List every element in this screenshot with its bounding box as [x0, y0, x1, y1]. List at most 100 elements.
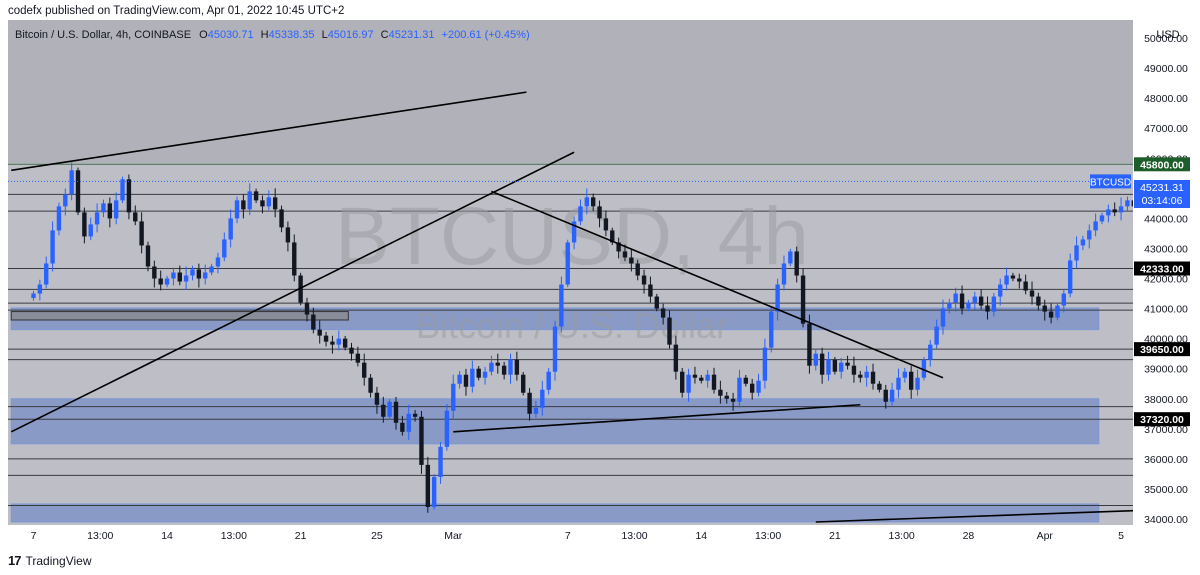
candle-body — [635, 263, 640, 276]
candle-body — [667, 317, 672, 345]
candle-body — [501, 365, 507, 375]
candle-body — [775, 284, 780, 312]
candle-body — [889, 389, 895, 402]
candle-body — [209, 266, 214, 273]
candle-body — [940, 308, 946, 327]
price-label-text: 39650.00 — [1140, 344, 1184, 356]
candle-body — [387, 401, 392, 417]
candle-body — [196, 269, 202, 279]
publisher-line: codefx published on TradingView.com, Apr… — [8, 5, 345, 17]
candle-body — [769, 311, 774, 348]
candle-body — [737, 377, 742, 402]
candle-body — [730, 398, 736, 402]
candle-body — [1010, 275, 1016, 279]
candle-body — [527, 392, 532, 414]
candle-body — [495, 362, 500, 366]
price-label-box — [1134, 157, 1190, 172]
candle-body — [1004, 275, 1009, 285]
candle-body — [959, 293, 965, 309]
candle-body — [985, 305, 990, 312]
candle-body — [56, 206, 62, 231]
candle-body — [349, 347, 354, 354]
legend-low: 45016.97 — [328, 29, 374, 41]
candle-body — [883, 389, 888, 402]
candle-body — [711, 374, 717, 390]
candle-body — [374, 392, 380, 405]
trendline-0 — [11, 91, 527, 172]
candle-body — [311, 314, 316, 330]
price-tick-label: 42000.00 — [1144, 274, 1188, 286]
price-tick-label: 36000.00 — [1144, 454, 1188, 466]
candle-body — [660, 308, 666, 318]
candle-body — [37, 284, 43, 294]
candle-body — [476, 368, 481, 378]
candle-body — [1087, 230, 1092, 240]
candle-body — [648, 284, 653, 297]
candle-body — [183, 275, 189, 282]
candle-body — [451, 383, 456, 411]
candle-body — [152, 266, 157, 279]
legend-change: +200.61 (+0.45%) — [442, 29, 530, 41]
candle-body — [381, 404, 386, 417]
time-tick-label: 28 — [963, 530, 975, 542]
candle-body — [641, 275, 647, 285]
candle-body — [1118, 206, 1124, 213]
candle-body — [253, 191, 259, 201]
candle-body — [412, 413, 418, 417]
candle-body — [1099, 215, 1105, 222]
candle-body — [425, 464, 431, 507]
time-tick-label: 13:00 — [755, 530, 781, 542]
price-axis[interactable] — [1133, 20, 1200, 550]
trendline-4 — [815, 509, 1153, 523]
price-chart[interactable]: BTCUSD, 4h Bitcoin / U.S. Dollar Bitcoin… — [0, 20, 1200, 550]
price-label-box — [1134, 412, 1190, 427]
time-tick-label: Apr — [1037, 530, 1054, 542]
candle-body — [705, 374, 710, 381]
candle-body — [858, 374, 863, 378]
legend: Bitcoin / U.S. Dollar, 4h, COINBASE O450… — [15, 29, 530, 41]
trendline-2 — [491, 190, 944, 379]
candle-body — [368, 377, 373, 393]
candle-body — [845, 362, 850, 366]
candle-body — [203, 272, 208, 279]
candle-body — [215, 257, 221, 267]
candle-body — [972, 296, 977, 303]
candle-body — [1029, 290, 1035, 297]
candle-body — [877, 383, 882, 390]
candle-body — [126, 179, 132, 213]
candle-body — [260, 200, 265, 207]
candle-body — [718, 389, 723, 396]
candle-body — [1112, 209, 1117, 213]
candle-body — [864, 371, 869, 378]
candle-body — [870, 371, 876, 384]
time-tick-label: 13:00 — [87, 530, 113, 542]
candle-body — [552, 326, 558, 372]
candle-body — [69, 170, 74, 195]
current-price-box — [1134, 180, 1190, 208]
price-label-text: 42333.00 — [1140, 264, 1184, 276]
candle-body — [1074, 245, 1079, 261]
candle-body — [1017, 278, 1022, 282]
candle-body — [31, 293, 36, 299]
chart-container[interactable]: BTCUSD, 4h Bitcoin / U.S. Dollar Bitcoin… — [0, 20, 1200, 550]
candle-body — [934, 326, 939, 345]
time-axis[interactable] — [0, 525, 1133, 550]
price-tick-label: 38000.00 — [1144, 394, 1188, 406]
candle-body — [94, 212, 100, 225]
time-tick-label: 7 — [31, 530, 37, 542]
candle-body — [317, 329, 322, 336]
candle-body — [584, 197, 590, 207]
price-tick-label: 41000.00 — [1144, 304, 1188, 316]
candle-body — [82, 212, 87, 237]
candle-body — [629, 257, 634, 264]
candle-body — [590, 197, 596, 207]
symbol-tag — [1090, 174, 1131, 189]
candle-body — [622, 251, 628, 258]
candle-body — [120, 179, 125, 201]
candle-body — [743, 377, 749, 384]
candle-body — [819, 353, 825, 375]
price-tick-label: 49000.00 — [1144, 63, 1188, 75]
legend-high: 45338.35 — [269, 29, 315, 41]
candle-body — [44, 263, 49, 285]
candle-body — [673, 344, 679, 372]
